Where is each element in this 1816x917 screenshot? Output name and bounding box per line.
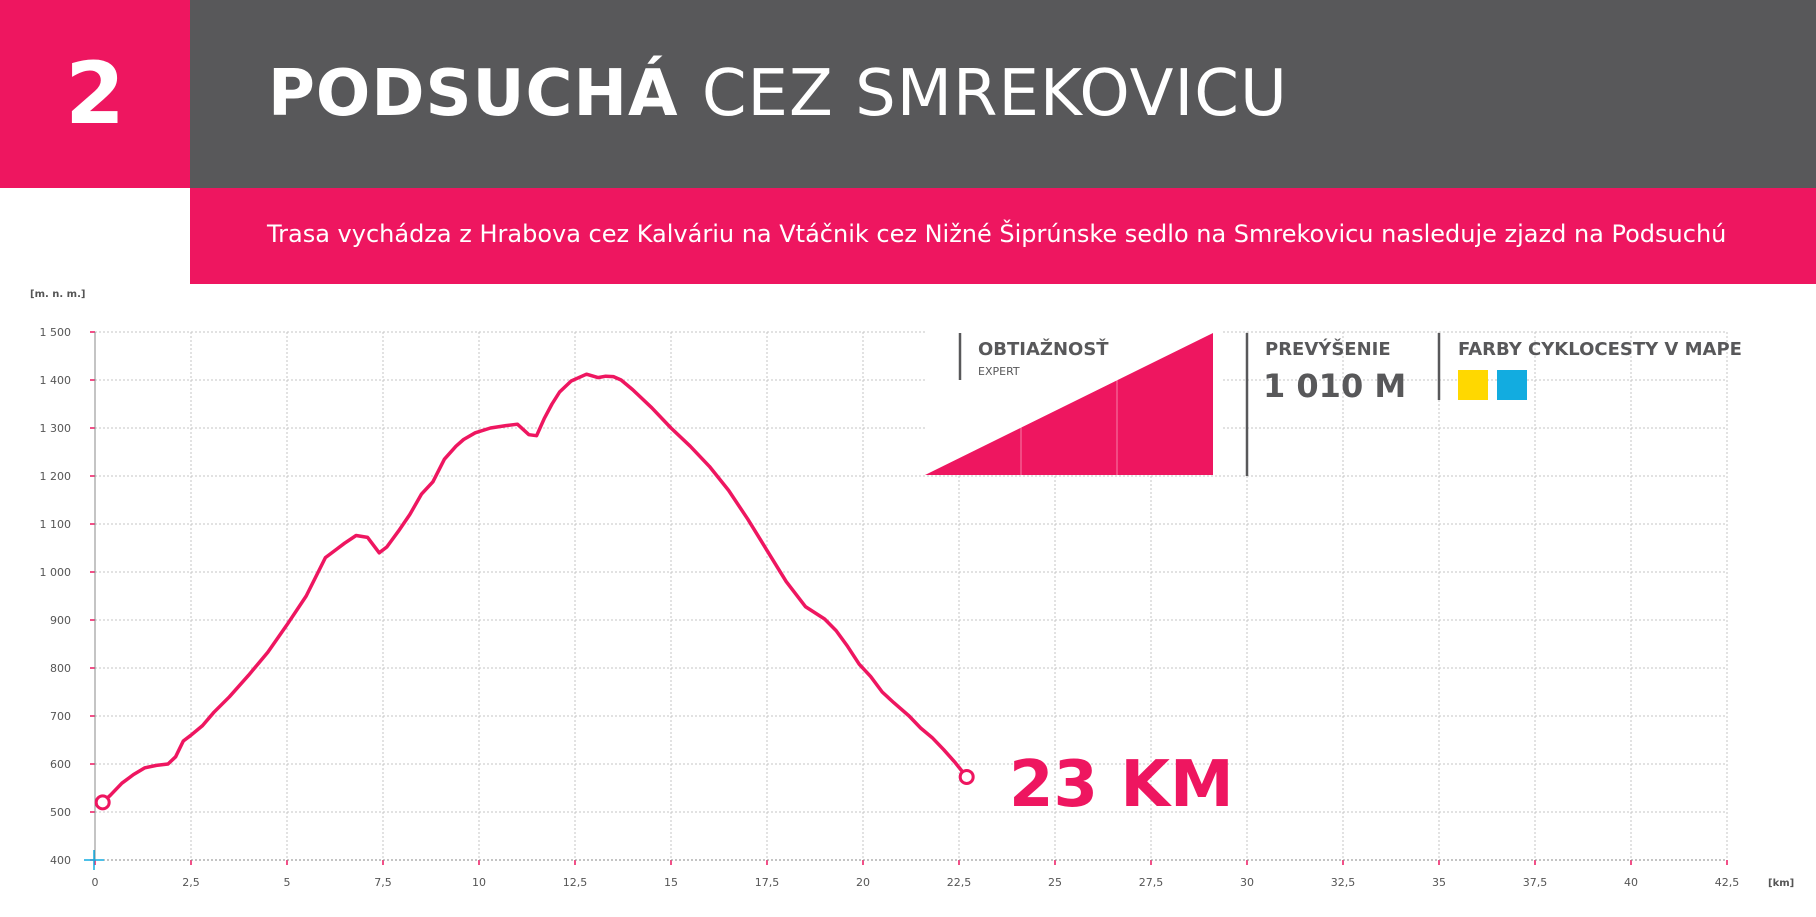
route-title: PODSUCHÁ CEZ SMREKOVICU (268, 52, 1288, 136)
x-tick-label: 10 (472, 876, 486, 889)
x-tick-label: 15 (664, 876, 678, 889)
difficulty-value: EXPERT (978, 365, 1020, 378)
route-start-marker (94, 794, 111, 811)
y-tick-label: 1 000 (40, 566, 72, 579)
x-tick-label: 22,5 (947, 876, 972, 889)
route-title-bold: PODSUCHÁ (268, 57, 679, 131)
x-axis-label: [km] (1768, 878, 1794, 889)
route-end-marker (958, 768, 975, 785)
x-tick-label: 7,5 (374, 876, 392, 889)
x-tick-label: 20 (856, 876, 870, 889)
x-tick-label: 25 (1048, 876, 1062, 889)
map-colors-label: FARBY CYKLOCESTY V MAPE (1458, 339, 1742, 360)
route-color-swatch-yellow (1458, 370, 1488, 400)
elevation-profile-line (100, 372, 969, 805)
route-color-swatch-blue (1497, 370, 1527, 400)
x-tick-label: 35 (1432, 876, 1446, 889)
x-tick-label: 12,5 (563, 876, 588, 889)
chart-axes (90, 331, 1728, 865)
route-number-badge: 2 (0, 0, 190, 188)
difficulty-wedge (925, 333, 1213, 475)
total-distance-label: 23 KM (1009, 748, 1234, 822)
subtitle-bar: Trasa vychádza z Hrabova cez Kalváriu na… (190, 188, 1816, 284)
x-tick-label: 30 (1240, 876, 1254, 889)
y-axis-label: [m. n. m.] (30, 289, 85, 300)
y-tick-label: 1 500 (40, 326, 72, 339)
route-title-light: CEZ SMREKOVICU (701, 57, 1288, 131)
x-tick-label: 5 (284, 876, 291, 889)
route-description: Trasa vychádza z Hrabova cez Kalváriu na… (267, 220, 1727, 248)
info-panel: OBTIAŽNOSŤ EXPERT PREVÝŠENIE 1 010 M FAR… (925, 305, 1742, 476)
y-tick-label: 1 300 (40, 422, 72, 435)
y-tick-label: 500 (50, 806, 71, 819)
y-tick-label: 400 (50, 854, 71, 867)
origin-marker (84, 850, 104, 870)
y-tick-label: 1 100 (40, 518, 72, 531)
y-tick-label: 900 (50, 614, 71, 627)
y-tick-label: 600 (50, 758, 71, 771)
difficulty-label: OBTIAŽNOSŤ (978, 338, 1109, 360)
title-bar: PODSUCHÁ CEZ SMREKOVICU (190, 0, 1816, 188)
x-tick-label: 0 (92, 876, 99, 889)
elevation-gain-label: PREVÝŠENIE (1265, 338, 1391, 360)
x-tick-label: 37,5 (1523, 876, 1548, 889)
y-tick-label: 1 400 (40, 374, 72, 387)
x-tick-label: 2,5 (182, 876, 200, 889)
y-tick-label: 1 200 (40, 470, 72, 483)
chart-grid (95, 331, 1728, 860)
y-tick-label: 700 (50, 710, 71, 723)
y-tick-label: 800 (50, 662, 71, 675)
x-tick-label: 32,5 (1331, 876, 1356, 889)
route-number: 2 (65, 44, 125, 144)
x-tick-label: 40 (1624, 876, 1638, 889)
x-tick-label: 17,5 (755, 876, 780, 889)
x-tick-label: 42,5 (1715, 876, 1740, 889)
elevation-gain-value: 1 010 M (1263, 367, 1406, 405)
x-tick-label: 27,5 (1139, 876, 1164, 889)
